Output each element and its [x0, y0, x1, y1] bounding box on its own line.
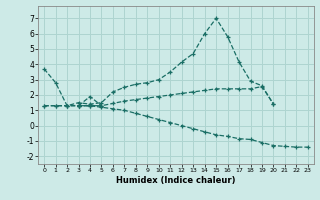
X-axis label: Humidex (Indice chaleur): Humidex (Indice chaleur): [116, 176, 236, 185]
